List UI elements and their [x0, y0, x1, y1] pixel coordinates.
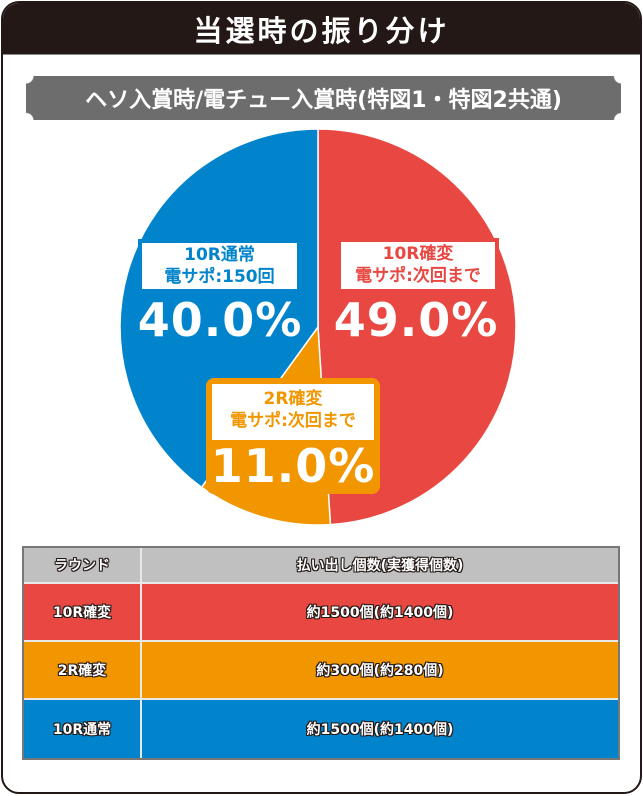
label-box-10r-normal: 10R通常 電サポ:150回	[138, 239, 301, 293]
label-line1: 10R通常	[184, 245, 255, 265]
header-payout: 払い出し個数(実獲得個数)	[296, 558, 464, 574]
percent-10r-kakuhen: 49.0%	[333, 293, 499, 347]
payout-table: ラウンド 払い出し個数(実獲得個数) 10R確変 約1500個(約1400個) …	[22, 546, 620, 760]
table-row: 10R確変 約1500個(約1400個)	[24, 584, 618, 642]
cell-payout: 約300個(約280個)	[316, 663, 444, 679]
label-box-10r-kakuhen: 10R確変 電サポ:次回まで	[337, 238, 499, 293]
percent-2r-kakuhen: 11.0%	[210, 439, 376, 493]
table-row: 10R通常 約1500個(約1400個)	[24, 700, 618, 758]
label-line2: 電サポ:次回まで	[355, 266, 481, 286]
page-title: 当選時の振り分け	[193, 13, 450, 48]
label-line2: 電サポ:次回まで	[230, 411, 356, 431]
cell-payout: 約1500個(約1400個)	[306, 722, 454, 738]
header-round: ラウンド	[24, 548, 142, 582]
percent-10r-normal: 40.0%	[137, 293, 303, 347]
subtitle-banner: ヘソ入賞時/電チュー入賞時(特図1・特図2共通)	[26, 76, 621, 120]
title-bar: 当選時の振り分け	[3, 3, 640, 55]
subtitle-text: ヘソ入賞時/電チュー入賞時(特図1・特図2共通)	[85, 88, 562, 113]
table-row: 2R確変 約300個(約280個)	[24, 642, 618, 700]
pie-slice	[119, 128, 319, 489]
cell-round: 10R確変	[24, 584, 142, 640]
label-box-2r-kakuhen: 2R確変 電サポ:次回まで	[212, 384, 374, 440]
label-line2: 電サポ:150回	[164, 267, 275, 287]
cell-round: 10R通常	[24, 700, 142, 758]
label-line1: 2R確変	[263, 389, 323, 409]
table-header-row: ラウンド 払い出し個数(実獲得個数)	[24, 548, 618, 584]
cell-payout: 約1500個(約1400個)	[306, 605, 454, 621]
label-line1: 10R確変	[382, 244, 454, 264]
cell-round: 2R確変	[24, 642, 142, 698]
